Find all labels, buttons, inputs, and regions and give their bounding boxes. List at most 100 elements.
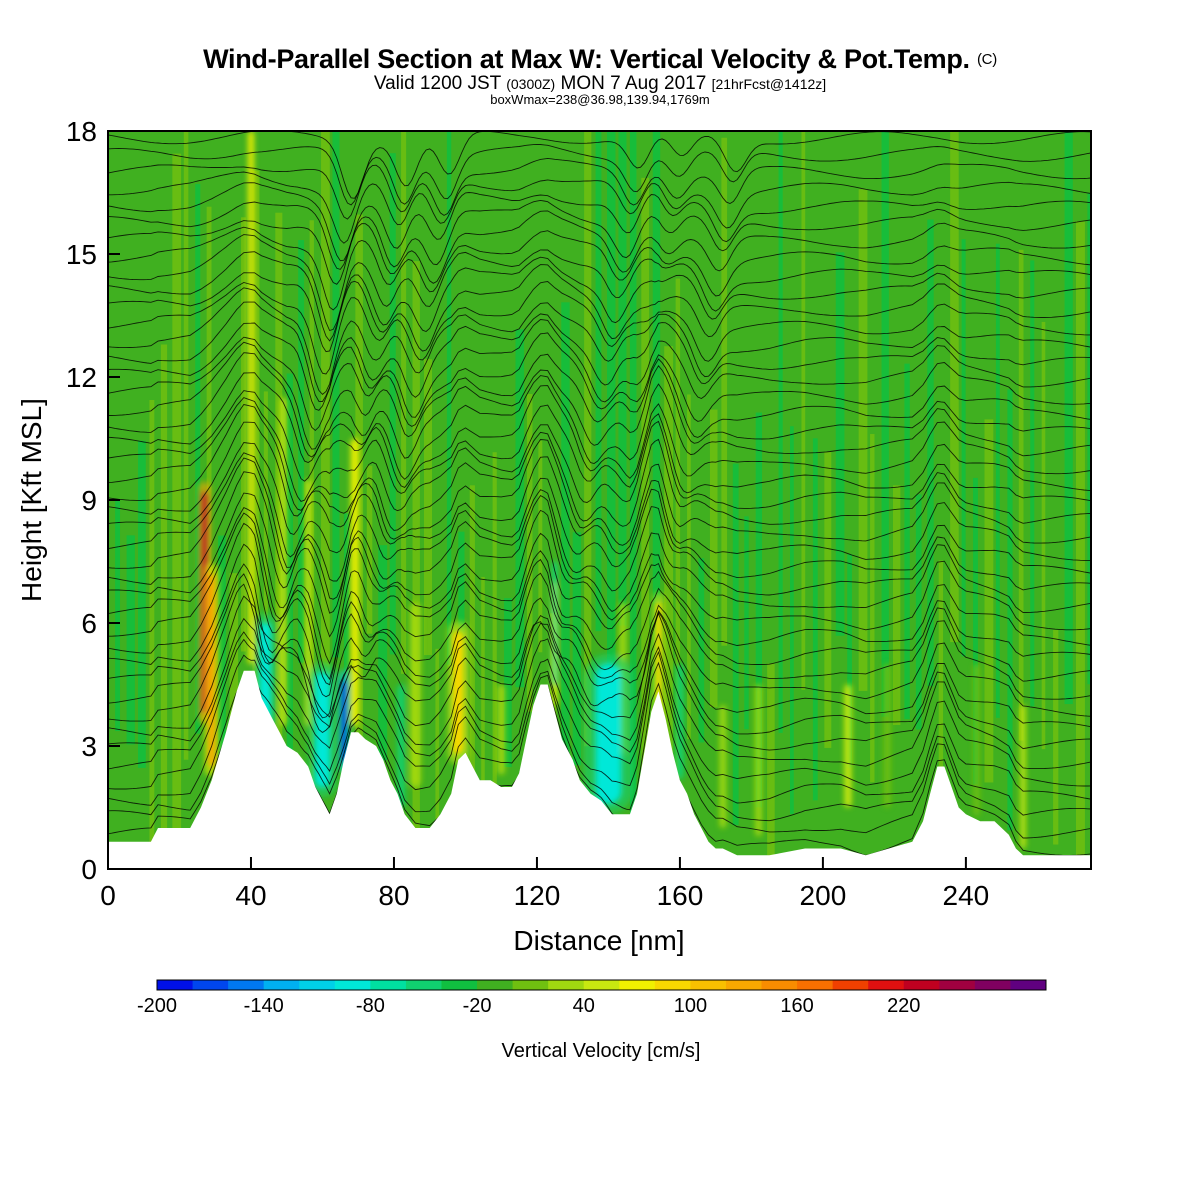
velocity-streak (961, 239, 966, 657)
velocity-streak (492, 452, 497, 848)
theta-contour (108, 287, 1091, 396)
y-tick-label: 12 (66, 362, 97, 393)
colorbar-tick-label: -20 (463, 995, 492, 1017)
colorbar-swatch (654, 980, 691, 990)
colorbar-tick-label: 160 (780, 995, 813, 1017)
updraft-core (248, 131, 254, 664)
theta-contour (108, 421, 1091, 531)
theta-contour (108, 439, 1091, 546)
x-tick-label: 200 (800, 880, 847, 911)
velocity-streak (938, 560, 944, 775)
velocity-streak (240, 217, 246, 652)
updraft-core (1020, 705, 1026, 849)
velocity-streak (755, 412, 763, 808)
velocity-streak (584, 131, 592, 747)
velocity-streak (858, 189, 868, 691)
velocity-streak (835, 252, 845, 636)
colorbar-swatch (619, 980, 656, 990)
velocity-streak (401, 131, 407, 674)
colorbar-swatch (477, 980, 514, 990)
y-axis-label: Height [Kft MSL] (16, 398, 47, 602)
colorbar-swatch (512, 980, 549, 990)
y-tick-label: 6 (81, 608, 97, 639)
velocity-streak (481, 576, 485, 836)
velocity-streak (218, 535, 226, 788)
colorbar-tick-label: -200 (137, 995, 177, 1017)
velocity-streak (275, 212, 283, 768)
colorbar-label: Vertical Velocity [cm/s] (502, 1040, 701, 1062)
velocity-streak (332, 131, 340, 658)
theta-contour (108, 226, 1091, 311)
valid-date: MON 7 Aug 2017 (560, 73, 707, 94)
velocity-streak (950, 131, 959, 643)
velocity-streak (1007, 389, 1013, 831)
colorbar-tick-label: 100 (674, 995, 707, 1017)
colorbar-tick-label: 220 (887, 995, 920, 1017)
velocity-streak (1041, 321, 1046, 750)
updraft-core (719, 705, 727, 828)
velocity-streak (709, 409, 718, 708)
colorbar-frame (156, 979, 1047, 991)
colorbar-swatch (761, 980, 798, 990)
updraft-core (844, 684, 852, 808)
theta-contour (108, 403, 1091, 512)
colorbar-swatch (690, 980, 727, 990)
velocity-streak (641, 177, 650, 773)
theta-contour (108, 583, 1091, 735)
colorbar-swatch (405, 980, 442, 990)
y-tick-label: 15 (66, 239, 97, 270)
velocity-streak (744, 516, 749, 730)
theta-contour (108, 674, 1091, 839)
theta-contour (108, 385, 1091, 488)
colorbar: -200 -140 -80 -20 40 100 160 220 (137, 979, 1047, 1017)
theta-contour (108, 654, 1091, 822)
updraft-core (973, 664, 980, 816)
y-tick-label: 9 (81, 485, 97, 516)
velocity-streak (801, 131, 806, 690)
x-tick-label: 80 (378, 880, 409, 911)
theta-contour (108, 234, 1091, 332)
velocity-streak (892, 485, 901, 725)
updraft-core (884, 664, 891, 808)
terrain-mask (108, 670, 1091, 870)
downdraft-core (315, 672, 330, 787)
theta-contour (108, 171, 1091, 244)
colorbar-swatch (228, 980, 265, 990)
theta-contour (108, 332, 1091, 432)
copyright-tag: (C) (976, 51, 997, 68)
colorbar-swatch (1010, 980, 1047, 990)
velocity-streak (790, 426, 794, 815)
forecast-info: [21hrFcst@1412z] (711, 76, 827, 92)
velocity-streak (126, 535, 135, 745)
theta-contour (108, 144, 1091, 206)
velocity-streak (607, 131, 616, 697)
velocity-streak (1064, 131, 1073, 705)
colorbar-swatch (797, 980, 834, 990)
velocity-streak (526, 393, 533, 712)
velocity-streak (629, 131, 637, 851)
velocity-streak (675, 278, 681, 832)
velocity-streak (1018, 249, 1024, 741)
velocity-streak (927, 219, 934, 687)
colorbar-tick-label: 40 (573, 995, 595, 1017)
theta-contour (108, 251, 1091, 342)
colorbar-swatch (583, 980, 620, 990)
velocity-streak (561, 302, 570, 777)
theta-contour (108, 397, 1091, 502)
velocity-streak (263, 391, 268, 814)
x-tick-label: 40 (235, 880, 266, 911)
colorbar-swatch (334, 980, 371, 990)
colorbar-swatch (868, 980, 905, 990)
theta-contour (108, 199, 1091, 270)
velocity-streak (618, 131, 627, 626)
updraft-core (497, 684, 505, 775)
updraft-core (755, 684, 762, 837)
velocity-streak (687, 394, 691, 740)
theta-contour (108, 264, 1091, 353)
valid-time-utc: (0300Z) (506, 76, 556, 92)
velocity-streak (1030, 260, 1035, 707)
velocity-streak (298, 240, 305, 663)
theta-contour (108, 182, 1091, 262)
theta-contour (108, 131, 1091, 199)
